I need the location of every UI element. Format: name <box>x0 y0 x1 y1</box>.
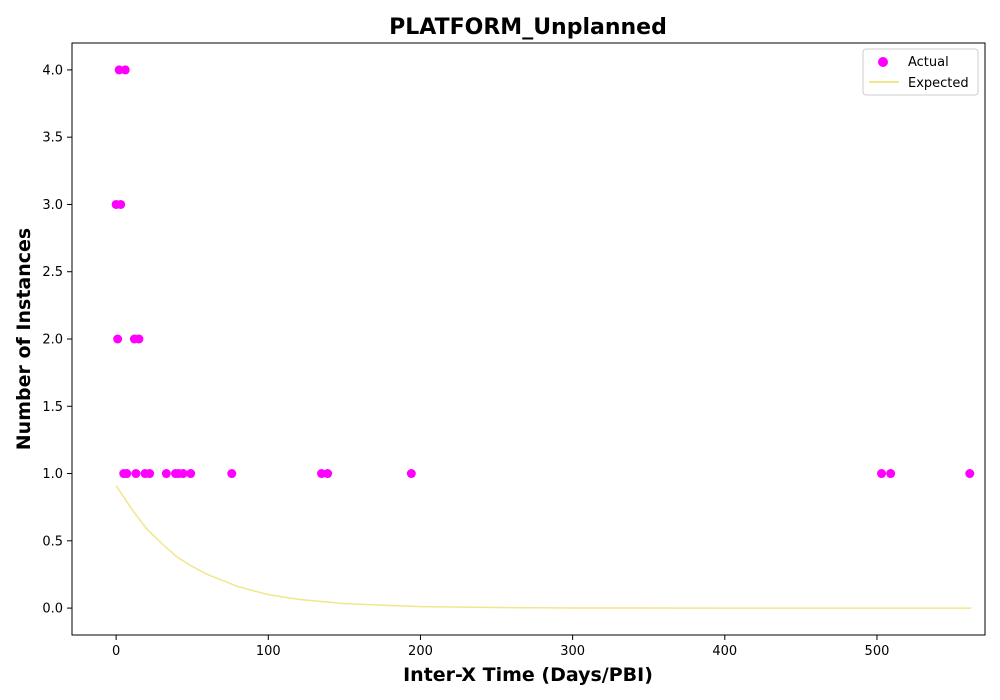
legend-label-expected: Expected <box>908 76 969 91</box>
plot-area <box>71 42 986 636</box>
x-tick-label: 300 <box>560 644 585 659</box>
y-tick-label: 3.5 <box>42 131 63 146</box>
x-tick-label: 500 <box>865 644 890 659</box>
data-point <box>227 469 237 479</box>
chart-title: PLATFORM_Unplanned <box>389 15 667 40</box>
data-point <box>406 469 416 479</box>
legend-label-actual: Actual <box>908 55 949 70</box>
data-point <box>120 65 130 75</box>
expected-line <box>115 485 972 609</box>
y-tick-label: 2.5 <box>42 265 63 280</box>
data-point <box>131 469 141 479</box>
data-point <box>186 469 196 479</box>
x-tick-label: 0 <box>112 644 120 659</box>
y-tick-label: 3.0 <box>42 198 63 213</box>
x-tick-label: 200 <box>408 644 433 659</box>
axis-ticks: 0 100 200 300 400 500 0.0 0.5 1.0 1.5 2.0 2.5 3.0 3.5… <box>42 63 889 659</box>
y-tick-label: 1.5 <box>42 400 63 415</box>
x-axis-label: Inter-X Time (Days/PBI) <box>403 664 653 686</box>
chart-marks <box>111 65 975 609</box>
y-tick-label: 0.0 <box>42 602 63 617</box>
y-tick-label: 2.0 <box>42 333 63 348</box>
x-tick-label: 400 <box>712 644 737 659</box>
y-tick-label: 1.0 <box>42 467 63 482</box>
legend: Actual Expected <box>862 48 979 96</box>
legend-box <box>862 48 979 96</box>
x-tick-label: 100 <box>256 644 281 659</box>
y-tick-label: 4.0 <box>42 63 63 78</box>
data-point <box>122 469 132 479</box>
data-point <box>877 469 887 479</box>
data-point <box>886 469 896 479</box>
y-axis-label: Number of Instances <box>13 228 35 450</box>
y-tick-label: 0.5 <box>42 534 63 549</box>
data-point <box>116 199 126 209</box>
data-point <box>145 469 155 479</box>
data-point <box>161 469 171 479</box>
data-point <box>134 334 144 344</box>
data-point <box>178 469 188 479</box>
legend-marker-actual <box>878 57 888 67</box>
data-point <box>323 469 333 479</box>
data-point <box>113 334 123 344</box>
data-point <box>965 469 975 479</box>
